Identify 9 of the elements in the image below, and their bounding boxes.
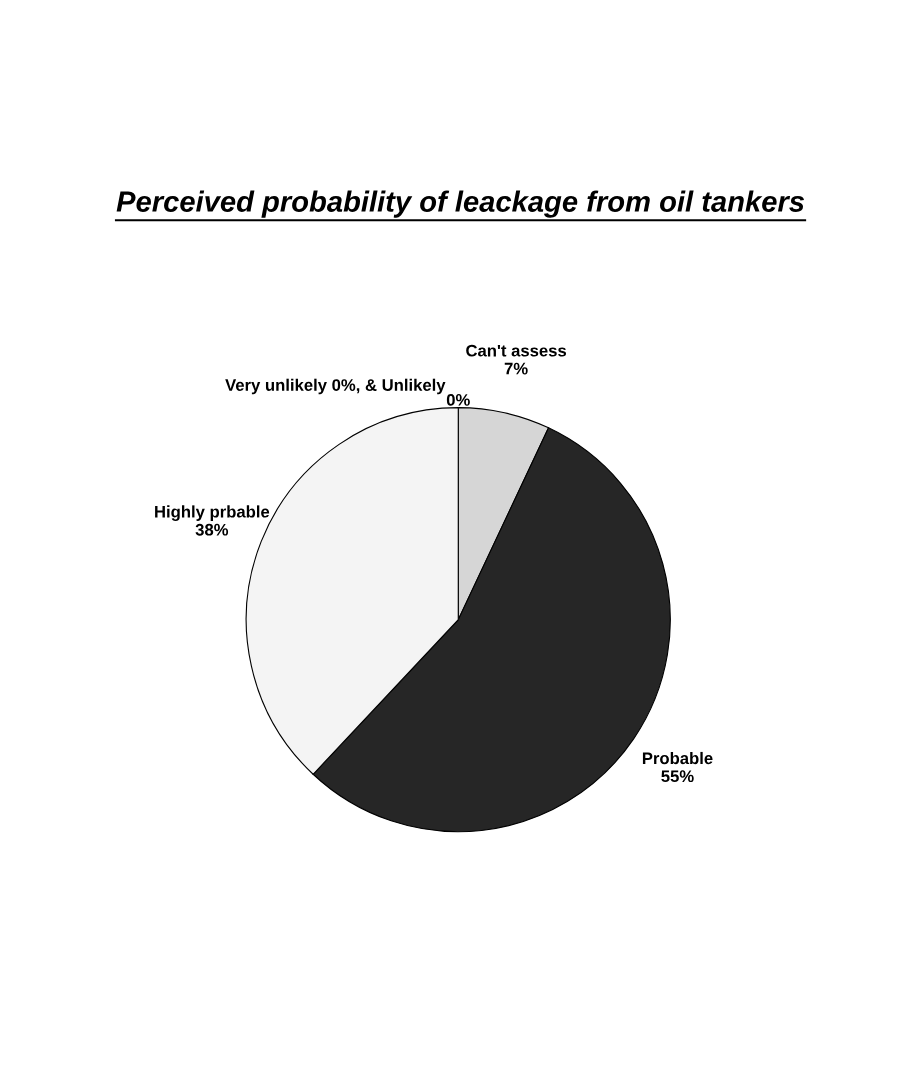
data-label: 38% bbox=[195, 523, 229, 536]
category-label: Very unlikely 0%, & Unlikely bbox=[225, 378, 446, 395]
text: 0% bbox=[446, 393, 470, 406]
slice-label: Can't assess bbox=[466, 344, 567, 357]
data-label: 55% bbox=[661, 770, 694, 783]
chart-title: Perceived probability of leackage from oil tankers bbox=[116, 190, 805, 218]
data-label: 7% bbox=[504, 362, 528, 375]
slice-label: Highly prbable bbox=[155, 505, 270, 521]
slice-label: Probable bbox=[642, 751, 713, 765]
